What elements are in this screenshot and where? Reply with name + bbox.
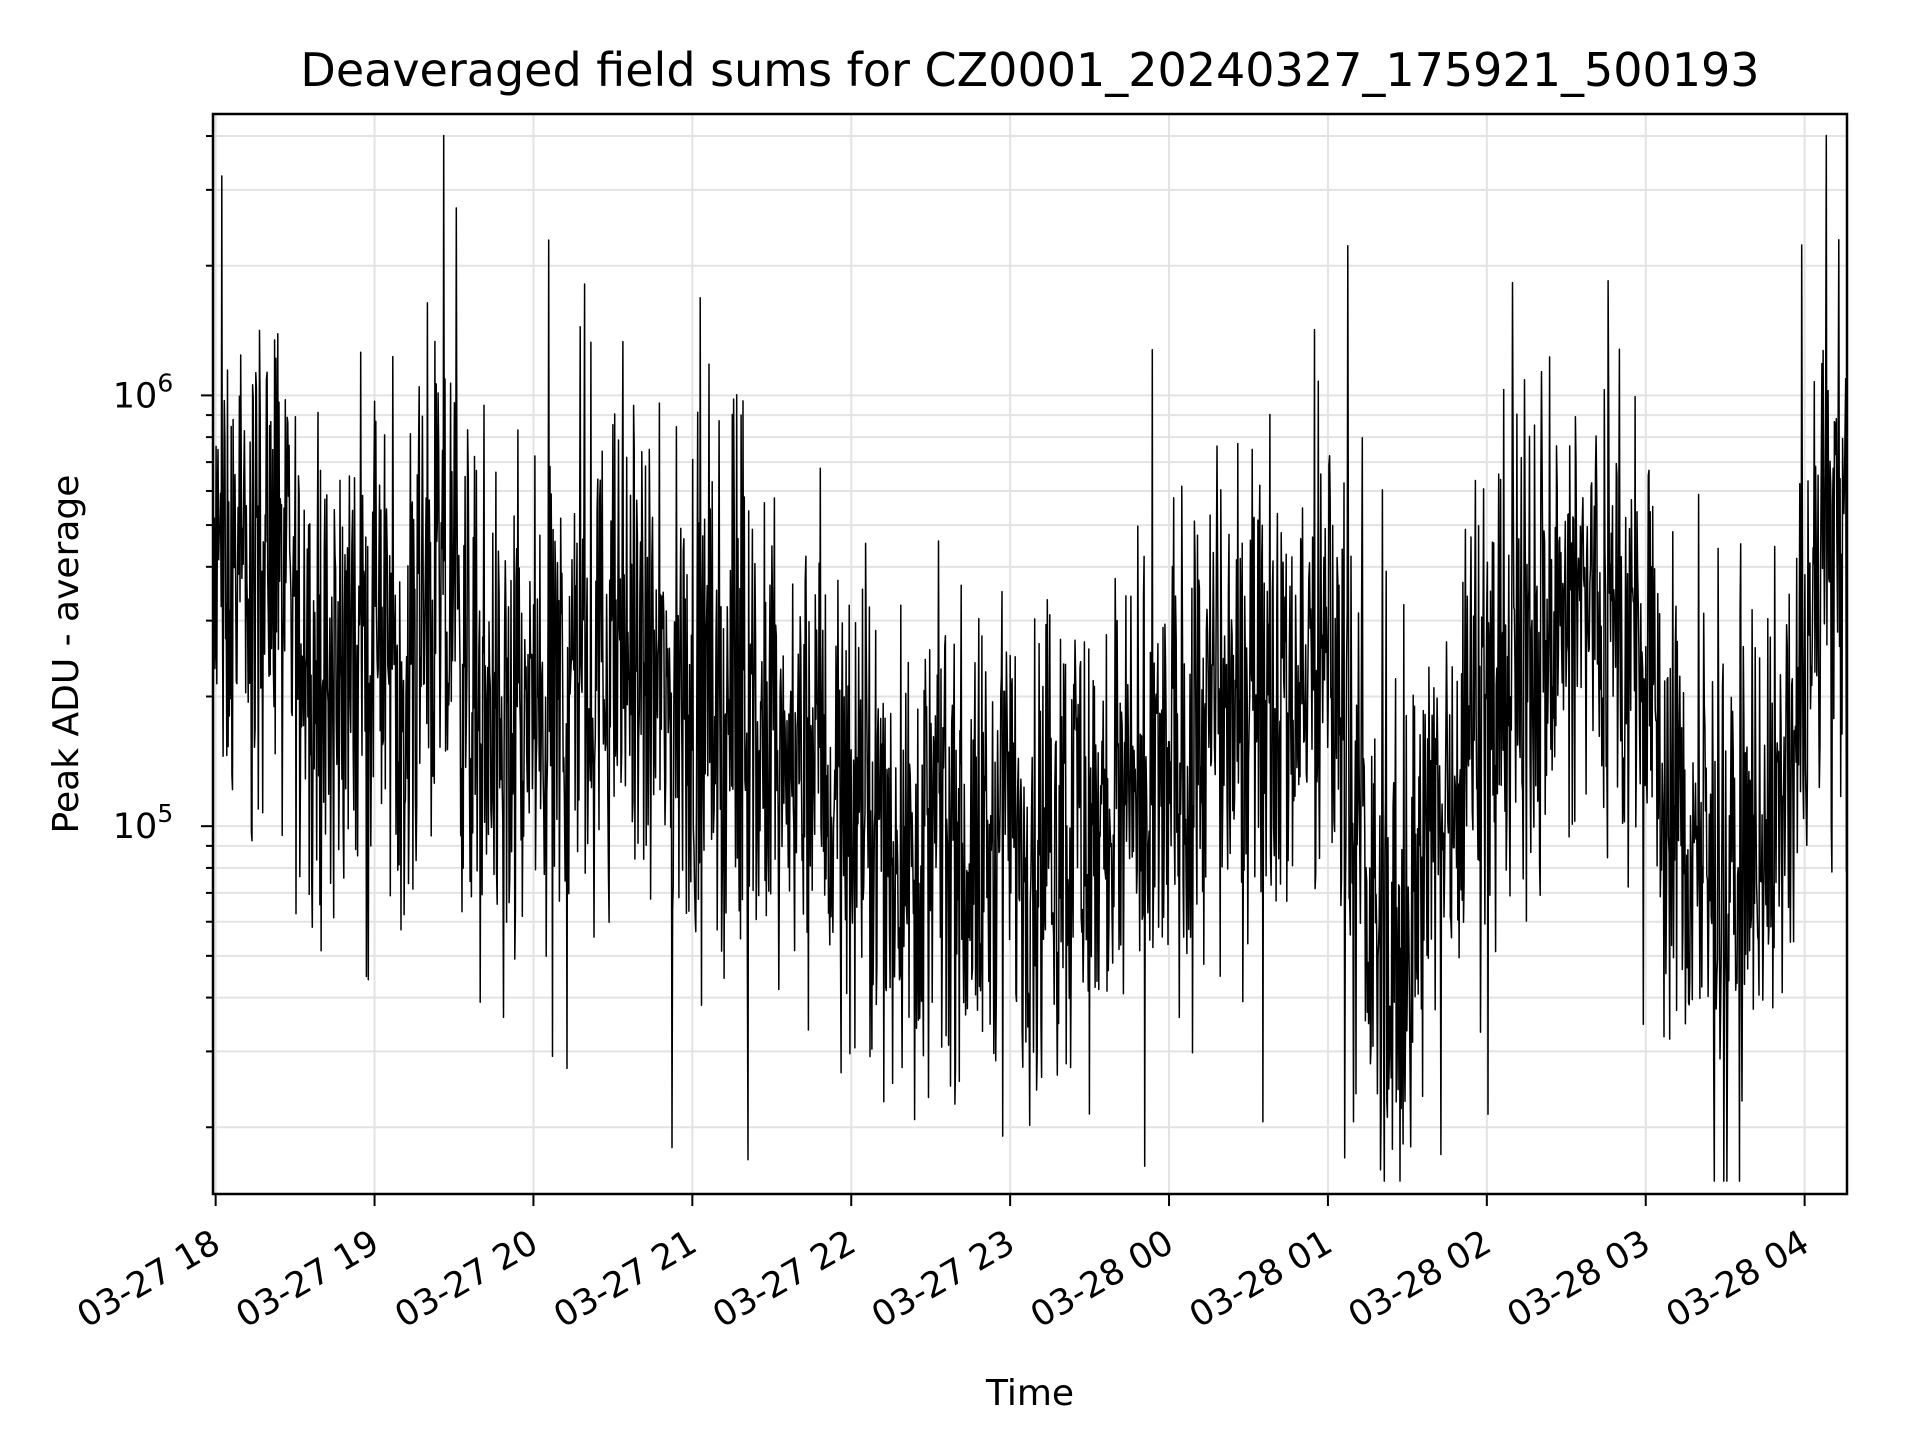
y-tick-base: 10 [113,807,158,847]
plot-frame [211,112,1849,1196]
x-tick-label: 03-27 21 [547,1223,703,1336]
y-axis-label: Peak ADU - average [46,475,87,834]
x-tick-label: 03-28 01 [1183,1223,1339,1336]
x-tick-label: 03-27 23 [865,1223,1021,1336]
series-line [212,134,1848,1182]
chart-title: Deaveraged field sums for CZ0001_2024032… [300,43,1759,97]
x-tick-label: 03-28 02 [1342,1223,1498,1336]
x-tick-label: 03-28 03 [1501,1223,1657,1336]
y-tick-exponent: 6 [157,368,173,397]
y-tick-base: 10 [113,376,158,416]
x-tick-label: 03-27 20 [389,1223,545,1336]
x-tick-label: 03-27 18 [71,1223,227,1336]
x-tick-label: 03-27 19 [230,1223,386,1336]
x-tick-label: 03-28 04 [1660,1223,1816,1336]
y-tick-label: 105 [113,799,173,847]
x-axis-label: Time [985,1373,1074,1414]
x-tick-label: 03-28 00 [1024,1223,1180,1336]
y-tick-exponent: 5 [157,799,173,828]
x-axis: 03-27 18 03-27 19 03-27 20 03-27 21 03-27 22… [71,1194,1816,1336]
x-tick-label: 03-27 22 [706,1223,862,1336]
y-tick-label: 106 [113,368,173,416]
